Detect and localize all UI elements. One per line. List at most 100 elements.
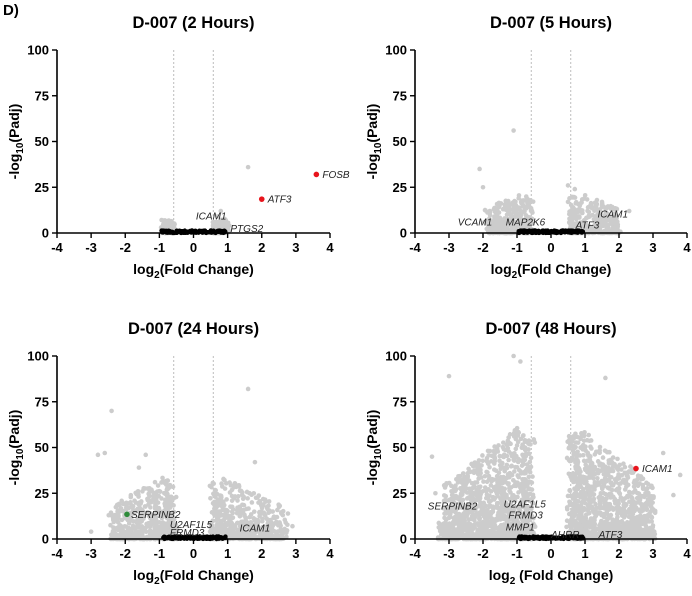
data-point [217,527,222,532]
data-point [587,487,592,492]
data-point [223,512,228,517]
data-point [578,201,583,206]
data-point [134,492,139,497]
data-point [167,485,172,490]
data-point [212,493,217,498]
data-point [530,209,535,214]
data-point [113,526,118,531]
data-point [604,479,609,484]
data-point [630,511,635,516]
data-point [245,496,250,501]
data-point [503,199,508,204]
x-tick-label: 0 [190,240,197,255]
data-point [290,524,295,529]
data-point [231,515,236,520]
data-point [491,527,496,532]
data-point [585,209,590,214]
data-point [140,524,145,529]
chart-title: D-007 (24 Hours) [128,320,259,338]
data-point [257,510,262,515]
gene-label-icam1: ICAM1 [196,212,227,223]
x-axis-label: log2(Fold Change) [133,261,254,281]
data-point [586,215,591,220]
x-tick-label: -1 [511,240,523,255]
data-point [120,518,125,523]
data-point [246,165,251,170]
data-point [235,498,240,503]
data-point [611,455,616,460]
data-point [531,437,536,442]
x-tick-label: -4 [51,240,63,255]
x-tick-label: -2 [119,546,131,561]
data-point [495,209,500,214]
gene-label-ptgs2: PTGS2 [230,224,263,235]
data-point [506,458,511,463]
data-point [590,205,595,210]
y-tick-label: 0 [42,532,49,547]
data-point [153,501,158,506]
data-point [144,529,149,534]
data-point [263,513,268,518]
data-point [511,128,516,133]
data-point [444,494,449,499]
x-tick-label: 4 [326,240,334,255]
data-point [109,510,114,515]
data-point [209,485,214,490]
chart-title: D-007 (5 Hours) [490,14,612,32]
data-point [495,202,500,207]
gene-label-icam1: ICAM1 [598,209,629,220]
data-point [637,496,642,501]
data-point [498,467,503,472]
data-point [114,514,119,519]
data-point [111,520,116,525]
data-point [566,183,571,188]
data-point [597,450,602,455]
data-point [246,387,251,392]
data-point [216,509,221,514]
data-point [491,495,496,500]
data-point [165,220,170,225]
data-point [566,200,571,205]
x-tick-label: -3 [85,546,97,561]
data-point [131,504,136,509]
data-point [509,464,514,469]
data-point [436,525,441,530]
y-tick-label: 100 [27,43,49,58]
y-tick-label: 100 [27,349,49,364]
data-point [578,469,583,474]
x-tick-label: 4 [326,546,334,561]
data-point [530,474,535,479]
x-tick-label: 2 [258,240,265,255]
data-point [573,187,578,192]
x-tick-label: -1 [154,546,166,561]
data-point [568,222,573,227]
x-tick-label: 3 [649,240,656,255]
data-point [605,501,610,506]
data-point [208,496,213,501]
data-point [228,527,233,532]
data-point [241,494,246,499]
data-point [513,203,518,208]
data-point [152,491,157,496]
data-point [595,476,600,481]
data-point [89,529,94,534]
data-point [218,501,223,506]
data-point [257,514,262,519]
y-tick-label: 25 [393,180,407,195]
data-point [601,455,606,460]
data-point [286,511,291,516]
y-tick-label: 0 [400,226,407,241]
data-point [492,459,497,464]
data-point [119,525,124,530]
data-point [589,446,594,451]
data-point [170,502,175,507]
data-point [603,492,608,497]
data-point [477,167,482,172]
data-point [498,217,503,222]
data-point [580,447,585,452]
data-point [518,228,522,232]
data-point [143,453,148,458]
data-point [96,453,101,458]
data-point [249,492,254,497]
